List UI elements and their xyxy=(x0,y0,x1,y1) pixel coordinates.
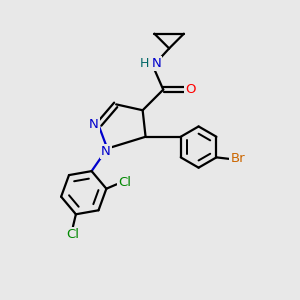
Text: N: N xyxy=(101,145,111,158)
Text: O: O xyxy=(185,83,196,96)
Text: Cl: Cl xyxy=(118,176,131,189)
Text: Br: Br xyxy=(230,152,245,165)
Text: Cl: Cl xyxy=(67,228,80,241)
Text: N: N xyxy=(89,118,99,131)
Text: N: N xyxy=(152,57,161,70)
Text: H: H xyxy=(140,57,149,70)
